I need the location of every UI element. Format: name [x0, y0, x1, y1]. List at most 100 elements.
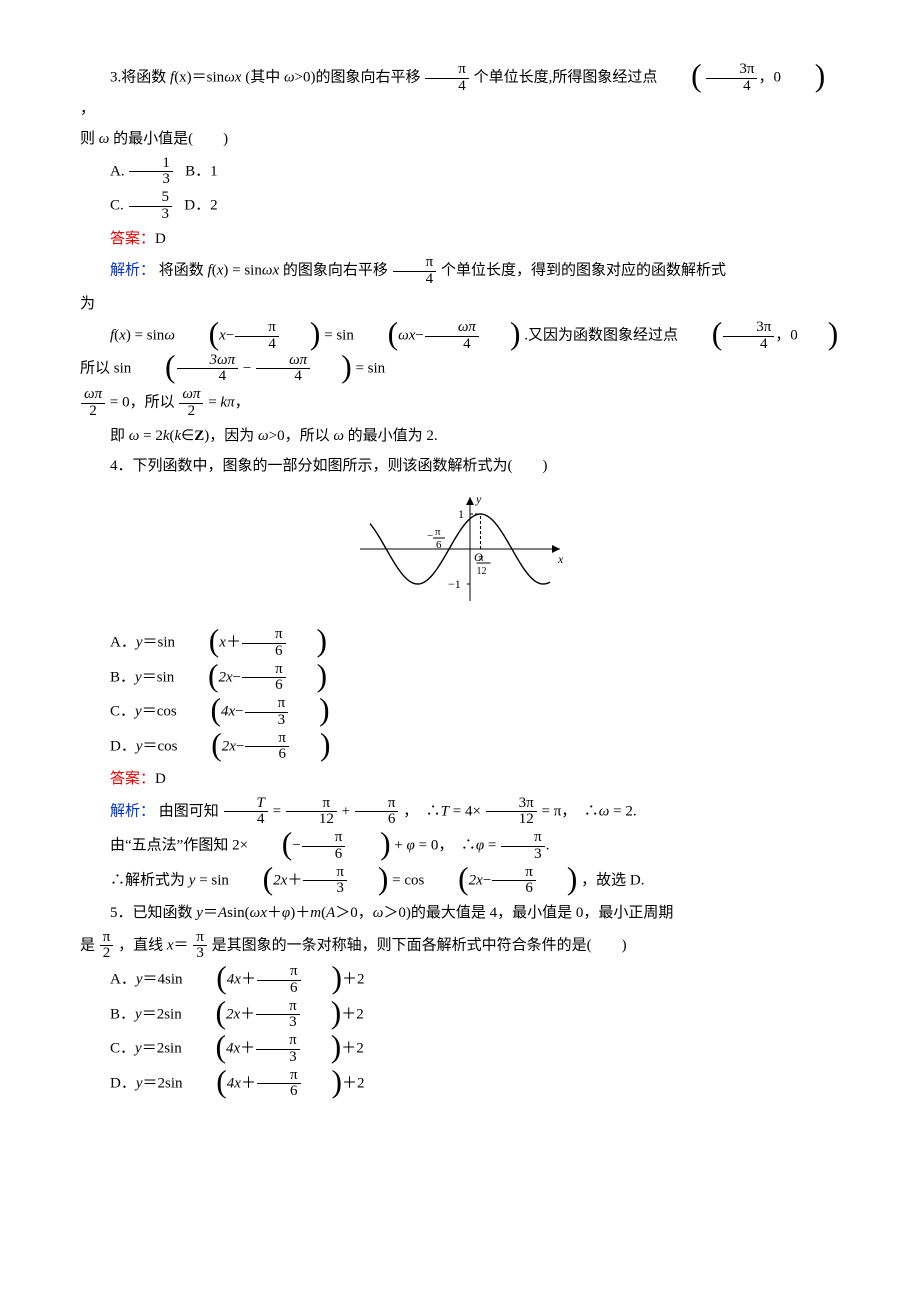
- frac: π6: [245, 731, 289, 764]
- t: kπ: [220, 395, 234, 411]
- svg-text:y: y: [475, 492, 482, 506]
- frac: π6: [257, 964, 301, 997]
- svg-text:π: π: [435, 526, 441, 538]
- svg-text:x: x: [557, 552, 564, 566]
- num: 1: [129, 156, 173, 172]
- t: 是: [80, 937, 95, 953]
- phi: φ: [476, 838, 484, 854]
- frac: π6: [492, 865, 536, 898]
- a: 2x: [273, 872, 287, 888]
- frac: ωπ4: [256, 353, 310, 386]
- n: π: [355, 796, 399, 812]
- frac: π4: [425, 62, 469, 95]
- t: 由“五点法”作图知 2×: [110, 838, 248, 854]
- b: −: [233, 669, 241, 685]
- t: −: [415, 328, 423, 344]
- n: π: [235, 320, 279, 336]
- a: 2x: [222, 738, 236, 754]
- om: ω: [250, 905, 261, 921]
- t: ，: [235, 395, 250, 411]
- q3-exp2: f(x) = sinω (x−π4) = sin (ωx−ωπ4) .又因为函数…: [80, 320, 840, 385]
- q4-optD: D．y＝cos (2x−π6): [80, 731, 840, 764]
- d: 6: [492, 880, 536, 897]
- t: ＝: [203, 905, 218, 921]
- n: π: [242, 662, 286, 678]
- txt: (其中: [245, 70, 284, 86]
- t: ＋: [267, 905, 282, 921]
- ans: D: [155, 771, 166, 787]
- q5-optC: C．y＝2sin (4x＋π3)＋2: [80, 1033, 840, 1066]
- d: 3: [501, 846, 545, 863]
- b: ＋: [240, 1006, 255, 1022]
- t: ＝2sin: [143, 1075, 183, 1091]
- d: 4: [177, 368, 239, 385]
- frac: π3: [245, 696, 289, 729]
- frac: π6: [302, 830, 346, 863]
- t: = 0， ∴: [415, 838, 476, 854]
- t: 的图象向右平移: [283, 263, 388, 279]
- b: −: [483, 872, 491, 888]
- d: 6: [355, 811, 399, 828]
- eq: ＝sin: [143, 635, 176, 651]
- t: .: [546, 838, 550, 854]
- d: 3: [193, 945, 207, 962]
- d: 2: [179, 403, 203, 420]
- lead: A.: [110, 163, 125, 179]
- b: ＋: [287, 872, 302, 888]
- num: π: [425, 62, 469, 78]
- n: π: [302, 830, 346, 846]
- n: π: [501, 830, 545, 846]
- neg: −: [292, 838, 300, 854]
- frac: π6: [355, 796, 399, 829]
- d: 6: [257, 980, 301, 997]
- n: π: [257, 1068, 301, 1084]
- d: 2: [100, 945, 114, 962]
- x: x: [167, 937, 174, 953]
- om: ω: [262, 263, 273, 279]
- frac: π3: [256, 999, 300, 1032]
- frac: 53: [129, 190, 173, 223]
- t: ＋2: [342, 1075, 365, 1091]
- phi: φ: [407, 838, 415, 854]
- d: 6: [242, 677, 286, 694]
- pty: 0: [773, 70, 781, 86]
- frac: ωπ2: [179, 387, 203, 420]
- y: y: [135, 1041, 142, 1057]
- q5-stem1: 5．已知函数 y＝Asin(ωx＋φ)＋m(A＞0，ω＞0)的最大值是 4，最小…: [80, 899, 840, 928]
- ans-label: 答案：: [110, 231, 155, 247]
- lead: B．: [110, 1006, 135, 1022]
- n: π: [100, 930, 114, 946]
- n: π: [256, 1033, 300, 1049]
- t: 为: [80, 296, 95, 312]
- t: 的最小值为 2.: [344, 428, 438, 444]
- t: sin(: [227, 905, 250, 921]
- n: π: [256, 999, 300, 1015]
- b: ＋: [226, 635, 241, 651]
- om: ω: [99, 131, 110, 147]
- t: = π， ∴: [542, 803, 599, 819]
- den: 3: [129, 171, 173, 188]
- q4-exp2: 由“五点法”作图知 2× (−π6 ) + φ = 0， ∴φ = π3.: [80, 830, 840, 863]
- n: π: [245, 696, 289, 712]
- n: 3ωπ: [210, 352, 236, 368]
- t: )＋: [290, 905, 310, 921]
- t: = sin: [195, 872, 228, 888]
- frac: π3: [501, 830, 545, 863]
- svg-text:6: 6: [436, 539, 442, 551]
- d: 3: [245, 712, 289, 729]
- n: π: [257, 964, 301, 980]
- frac: π6: [257, 1068, 301, 1101]
- y: y: [135, 1006, 142, 1022]
- q4-stem: 4．下列函数中，图象的一部分如图所示，则该函数解析式为( ): [80, 452, 840, 481]
- lead: D．: [110, 738, 136, 754]
- t: 5．已知函数: [110, 905, 196, 921]
- den: 4: [706, 78, 757, 95]
- y: y: [135, 669, 142, 685]
- q4-svg: yxO1−1−π6π12: [350, 489, 570, 609]
- om: ω: [224, 70, 235, 86]
- txt: 3.将函数: [110, 70, 170, 86]
- t: = 2.: [609, 803, 636, 819]
- d: 12: [286, 811, 337, 828]
- ans: D: [155, 231, 166, 247]
- eq: ＝cos: [143, 738, 178, 754]
